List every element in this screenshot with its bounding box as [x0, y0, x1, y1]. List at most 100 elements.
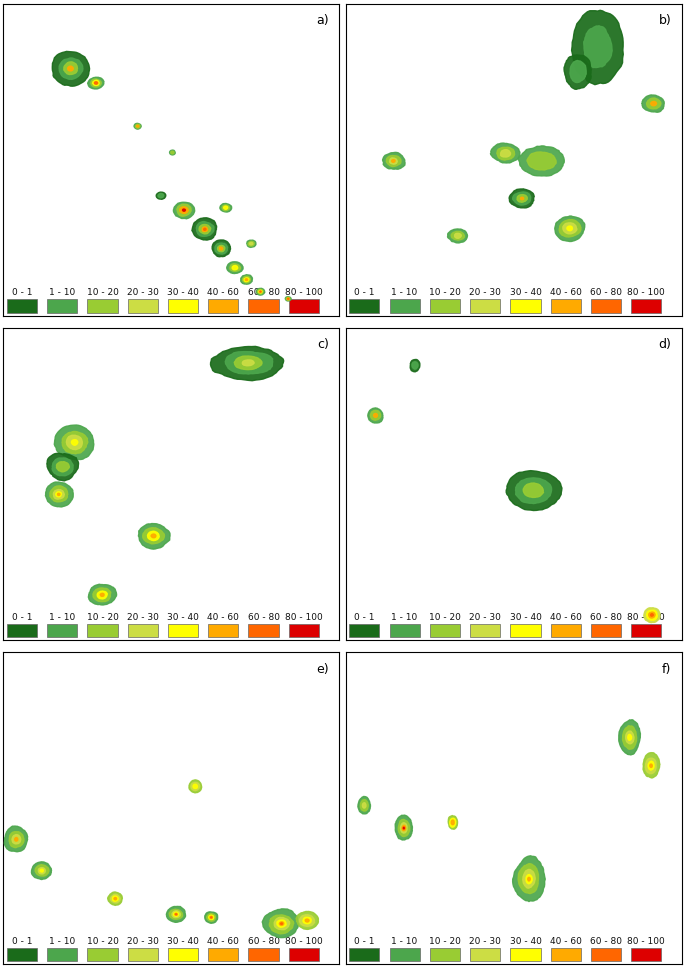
Polygon shape: [247, 241, 256, 248]
Text: 20 - 30: 20 - 30: [469, 936, 501, 945]
Polygon shape: [52, 458, 73, 477]
Polygon shape: [242, 277, 250, 284]
Polygon shape: [287, 298, 289, 300]
Text: 40 - 60: 40 - 60: [208, 936, 239, 945]
Polygon shape: [193, 785, 197, 789]
Bar: [88, 624, 118, 638]
Bar: [208, 624, 238, 638]
Polygon shape: [401, 823, 407, 833]
Text: 80 - 100: 80 - 100: [627, 936, 665, 945]
Polygon shape: [151, 535, 156, 538]
Bar: [551, 948, 581, 961]
Polygon shape: [97, 591, 107, 599]
Polygon shape: [509, 190, 534, 208]
Polygon shape: [209, 915, 214, 920]
Text: c): c): [317, 338, 329, 351]
Bar: [631, 948, 662, 961]
Bar: [591, 300, 621, 313]
Polygon shape: [516, 479, 551, 504]
Polygon shape: [625, 732, 634, 744]
Bar: [510, 624, 540, 638]
Polygon shape: [95, 82, 98, 85]
Polygon shape: [451, 233, 464, 241]
Text: 80 - 100: 80 - 100: [285, 612, 323, 621]
Polygon shape: [166, 906, 186, 922]
Polygon shape: [234, 357, 262, 370]
Text: 80 - 100: 80 - 100: [627, 288, 665, 297]
Polygon shape: [644, 609, 660, 623]
Polygon shape: [555, 217, 585, 242]
Polygon shape: [173, 203, 195, 220]
Polygon shape: [32, 862, 51, 880]
Polygon shape: [285, 297, 291, 301]
Polygon shape: [40, 869, 43, 872]
Text: 0 - 1: 0 - 1: [12, 288, 32, 297]
Polygon shape: [512, 856, 545, 901]
Polygon shape: [410, 360, 420, 372]
Polygon shape: [512, 193, 531, 205]
Text: 80 - 100: 80 - 100: [285, 936, 323, 945]
Polygon shape: [358, 797, 371, 814]
Polygon shape: [197, 222, 214, 237]
Bar: [429, 624, 460, 638]
Polygon shape: [563, 224, 577, 234]
Bar: [168, 948, 198, 961]
Polygon shape: [66, 436, 82, 451]
Text: 1 - 10: 1 - 10: [392, 288, 418, 297]
Polygon shape: [142, 528, 164, 545]
Polygon shape: [68, 67, 73, 72]
Polygon shape: [59, 59, 83, 80]
Polygon shape: [210, 347, 284, 382]
Bar: [390, 300, 420, 313]
Polygon shape: [215, 244, 227, 255]
Polygon shape: [156, 193, 166, 200]
Polygon shape: [623, 726, 636, 749]
Text: 30 - 40: 30 - 40: [510, 612, 541, 621]
Polygon shape: [286, 298, 290, 301]
Bar: [429, 300, 460, 313]
Polygon shape: [35, 864, 49, 876]
Text: d): d): [659, 338, 671, 351]
Text: 0 - 1: 0 - 1: [12, 612, 32, 621]
Bar: [470, 300, 500, 313]
Polygon shape: [245, 279, 248, 281]
Polygon shape: [567, 227, 573, 232]
Polygon shape: [93, 588, 111, 602]
Text: 30 - 40: 30 - 40: [167, 288, 199, 297]
Polygon shape: [136, 126, 139, 128]
Polygon shape: [627, 735, 632, 740]
Polygon shape: [647, 99, 661, 109]
Polygon shape: [12, 834, 21, 844]
Bar: [551, 624, 581, 638]
Bar: [390, 624, 420, 638]
Polygon shape: [450, 819, 456, 828]
Text: f): f): [662, 662, 671, 675]
Polygon shape: [38, 867, 45, 874]
Polygon shape: [523, 484, 543, 498]
Polygon shape: [110, 894, 120, 903]
Polygon shape: [210, 917, 212, 919]
Text: e): e): [316, 662, 329, 675]
Polygon shape: [447, 230, 467, 243]
Text: 40 - 60: 40 - 60: [550, 612, 582, 621]
Polygon shape: [62, 432, 88, 454]
Polygon shape: [207, 914, 215, 922]
Polygon shape: [619, 720, 640, 755]
Polygon shape: [191, 783, 199, 791]
Bar: [249, 948, 279, 961]
Text: 10 - 20: 10 - 20: [429, 612, 461, 621]
Polygon shape: [269, 915, 294, 934]
Polygon shape: [643, 753, 660, 778]
Text: 40 - 60: 40 - 60: [208, 288, 239, 297]
Polygon shape: [203, 229, 206, 231]
Bar: [7, 624, 37, 638]
Polygon shape: [518, 863, 538, 893]
Polygon shape: [230, 265, 240, 272]
Polygon shape: [88, 584, 116, 606]
Polygon shape: [55, 492, 62, 497]
Polygon shape: [448, 816, 458, 829]
Polygon shape: [501, 150, 510, 158]
Polygon shape: [360, 799, 369, 811]
Text: 60 - 80: 60 - 80: [590, 612, 622, 621]
Polygon shape: [259, 291, 262, 294]
